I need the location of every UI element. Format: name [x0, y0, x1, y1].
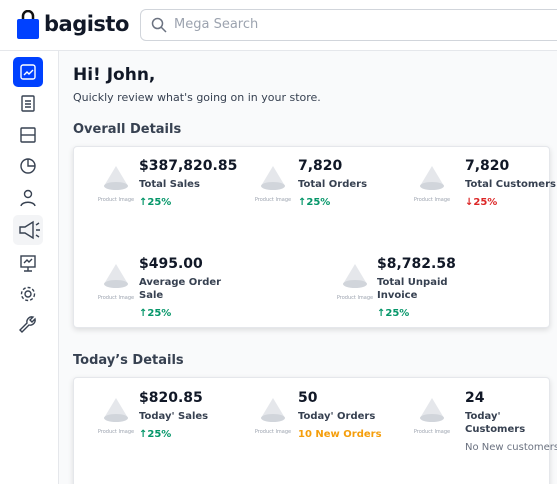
stat-text: $8,782.58 Total Unpaid Invoice ↑25% — [377, 256, 473, 319]
stat-label: Total Customers — [465, 179, 556, 190]
product-image: Product Image — [410, 164, 454, 203]
stat-change: ↓25% — [465, 197, 557, 208]
image-caption: Product Image — [336, 295, 374, 301]
trend-arrow: ↑ — [377, 308, 386, 319]
trend-arrow: ↓ — [465, 197, 474, 208]
stat-change: ↑25% — [139, 429, 235, 440]
greeting: Hi! John, — [73, 65, 156, 85]
stat-text: $820.85 Today' Sales ↑25% — [139, 390, 235, 440]
stat-change: ↑25% — [139, 197, 235, 208]
stat-value: 7,820 — [465, 158, 510, 174]
change-value: 25% — [473, 197, 498, 208]
cone — [104, 398, 128, 422]
stat-change: ↑25% — [377, 308, 473, 319]
stat-label: Today' Sales — [139, 411, 209, 422]
cone — [104, 264, 128, 288]
stat-change: ↑25% — [298, 197, 394, 208]
overall-card: Product Image $387,820.85 Total Sales ↑25% … — [73, 146, 556, 328]
image-caption: Product Image — [97, 197, 135, 203]
stat-note: No New customers — [465, 442, 557, 453]
change-value: 25% — [147, 197, 172, 208]
search-icon — [151, 17, 167, 33]
stat-note: 10 New Orders — [298, 429, 382, 440]
stat-text: $495.00 Average Order Sale ↑25% — [139, 256, 235, 319]
image-caption: Product Image — [254, 429, 292, 435]
stat-label: Total Unpaid Invoice — [377, 277, 448, 301]
trend-arrow: ↑ — [139, 197, 148, 208]
image-caption: Product Image — [97, 295, 135, 301]
main: Hi! John, Quickly review what's going on… — [59, 51, 557, 484]
section-title: Today’s Details — [73, 353, 184, 368]
stat-label: Average Order Sale — [139, 277, 222, 301]
cone — [104, 166, 128, 190]
stat-label: Total Sales — [139, 179, 200, 190]
subtitle: Quickly review what's going on in your s… — [73, 91, 321, 104]
stat-text: 50 Today' Orders 10 New Orders — [298, 390, 394, 440]
stat-value: 7,820 — [298, 158, 343, 174]
stat-value: $495.00 — [139, 256, 203, 272]
product-image: Product Image — [94, 396, 138, 435]
trend-arrow: ↑ — [139, 308, 148, 319]
section-title: Overall Details — [73, 122, 182, 137]
stat-text: 24 Today' Customers No New customers — [465, 390, 557, 453]
stat-label: Today' Customers — [465, 411, 526, 435]
product-image: Product Image — [251, 164, 295, 203]
image-caption: Product Image — [254, 197, 292, 203]
stat-change: ↑25% — [139, 308, 235, 319]
cone — [261, 166, 285, 190]
logo-icon — [17, 10, 39, 39]
stat-value: 24 — [465, 390, 485, 406]
trend-arrow: ↑ — [298, 197, 307, 208]
change-value: 25% — [147, 429, 172, 440]
product-image: Product Image — [251, 396, 295, 435]
sidebar — [0, 51, 59, 484]
image-caption: Product Image — [413, 429, 451, 435]
product-image: Product Image — [333, 262, 377, 301]
change-value: 25% — [385, 308, 410, 319]
header: bagisto Mega Search — [0, 0, 557, 51]
logo[interactable]: bagisto — [44, 12, 129, 36]
image-caption: Product Image — [97, 429, 135, 435]
stat-text: 7,820 Total Customers ↓25% — [465, 158, 557, 208]
product-image: Product Image — [94, 164, 138, 203]
sidebar-icons[interactable] — [0, 51, 58, 351]
cone — [420, 398, 444, 422]
product-image: Product Image — [410, 396, 454, 435]
stat-value: $820.85 — [139, 390, 203, 406]
cone — [343, 264, 367, 288]
trend-arrow: ↑ — [139, 429, 148, 440]
stat-value: $8,782.58 — [377, 256, 456, 272]
change-value: 25% — [306, 197, 331, 208]
stat-value: $387,820.85 — [139, 158, 238, 174]
today-card: Product Image $820.85 Today' Sales ↑25% Pro… — [73, 377, 557, 484]
stat-text: $387,820.85 Total Sales ↑25% — [139, 158, 238, 208]
stat-value: 50 — [298, 390, 318, 406]
search-box[interactable]: Mega Search — [140, 9, 557, 41]
image-caption: Product Image — [413, 197, 451, 203]
stat-label: Today' Orders — [298, 411, 376, 422]
search-placeholder: Mega Search — [174, 17, 259, 32]
change-value: 25% — [147, 308, 172, 319]
cone — [261, 398, 285, 422]
cone — [420, 166, 444, 190]
stat-text: 7,820 Total Orders ↑25% — [298, 158, 394, 208]
stat-label: Total Orders — [298, 179, 368, 190]
product-image: Product Image — [94, 262, 138, 301]
